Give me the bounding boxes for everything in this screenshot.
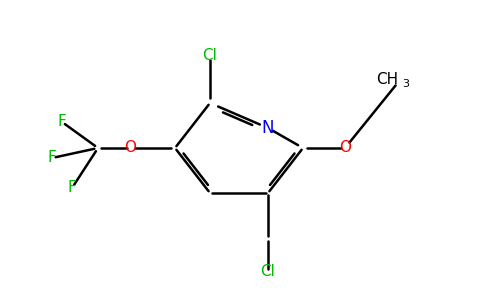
- Text: N: N: [262, 119, 274, 137]
- Text: O: O: [339, 140, 351, 155]
- Text: O: O: [124, 140, 136, 155]
- Text: F: F: [47, 151, 56, 166]
- Text: F: F: [58, 115, 66, 130]
- Text: Cl: Cl: [260, 265, 275, 280]
- Text: CH: CH: [376, 73, 398, 88]
- Text: Cl: Cl: [203, 47, 217, 62]
- Text: 3: 3: [403, 79, 409, 89]
- Text: F: F: [68, 181, 76, 196]
